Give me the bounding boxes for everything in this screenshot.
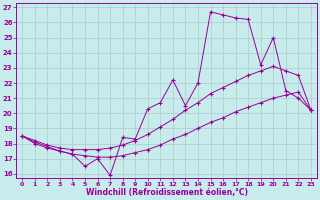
X-axis label: Windchill (Refroidissement éolien,°C): Windchill (Refroidissement éolien,°C) [86,188,248,197]
